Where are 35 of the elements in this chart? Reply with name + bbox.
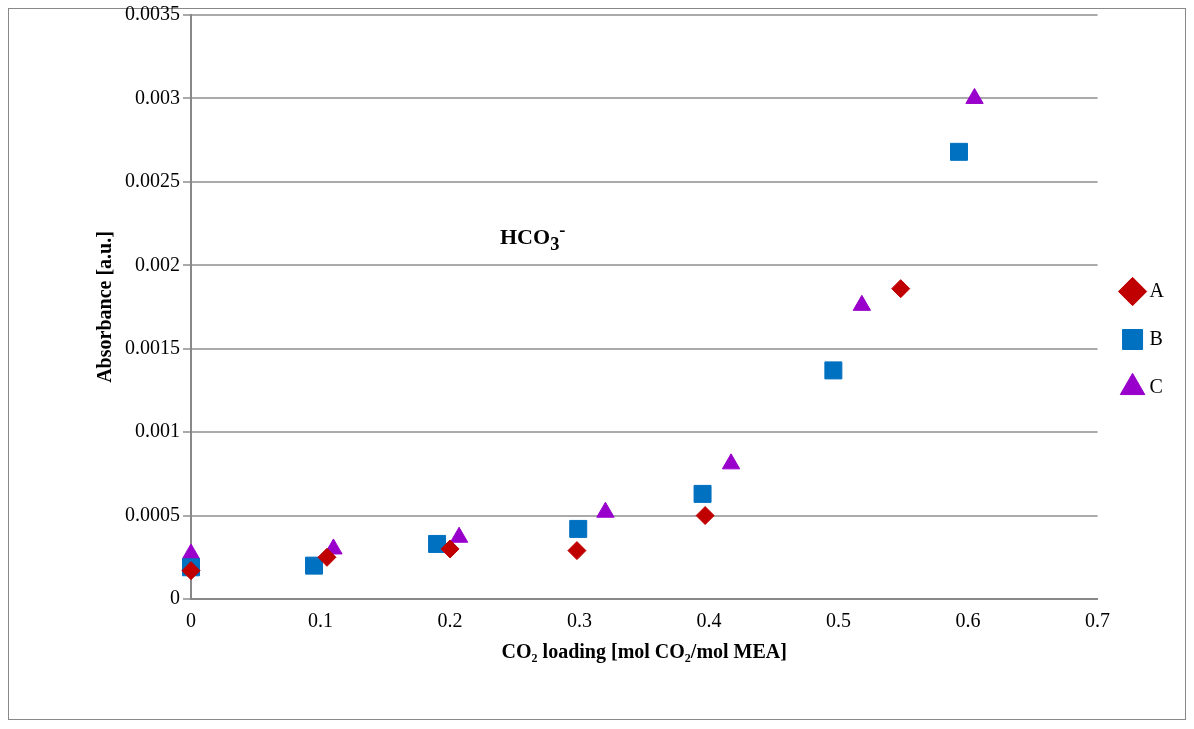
point bbox=[305, 556, 324, 575]
point bbox=[317, 547, 337, 567]
point bbox=[824, 361, 843, 380]
legend-label: C bbox=[1149, 374, 1163, 397]
point bbox=[567, 541, 587, 561]
x-axis-title: CO₂ loading [mol CO₂/mol MEA] bbox=[501, 640, 787, 664]
y-tick-label: 0 bbox=[170, 586, 180, 609]
point bbox=[428, 534, 447, 553]
y-tick-label: 0.0035 bbox=[125, 2, 180, 25]
point bbox=[440, 539, 460, 559]
y-tick-label: 0.003 bbox=[135, 85, 180, 108]
legend-label: A bbox=[1149, 278, 1165, 301]
point bbox=[569, 519, 588, 538]
x-tick-label: 0.6 bbox=[955, 609, 981, 632]
point bbox=[852, 294, 872, 311]
x-tick-label: 0.4 bbox=[696, 609, 722, 632]
point bbox=[693, 484, 712, 503]
y-tick-label: 0.0025 bbox=[125, 169, 180, 192]
point bbox=[965, 87, 984, 104]
legend-label: B bbox=[1149, 326, 1163, 349]
x-tick-label: 0.5 bbox=[826, 609, 852, 632]
y-tick-label: 0.001 bbox=[135, 419, 180, 442]
point bbox=[721, 453, 741, 470]
x-tick-label: 0.3 bbox=[567, 609, 593, 632]
point bbox=[950, 142, 968, 161]
x-tick-label: 0 bbox=[186, 609, 196, 632]
x-tick-label: 0.1 bbox=[308, 609, 334, 632]
x-tick-label: 0.7 bbox=[1085, 609, 1111, 632]
point bbox=[891, 279, 911, 299]
y-tick-label: 0.0005 bbox=[125, 502, 180, 525]
point bbox=[695, 506, 715, 526]
y-axis-title: Absorbance [a.u.] bbox=[93, 231, 116, 383]
x-tick-label: 0.2 bbox=[437, 609, 463, 632]
y-tick-label: 0.0015 bbox=[125, 335, 180, 358]
y-tick-label: 0.002 bbox=[135, 252, 180, 275]
